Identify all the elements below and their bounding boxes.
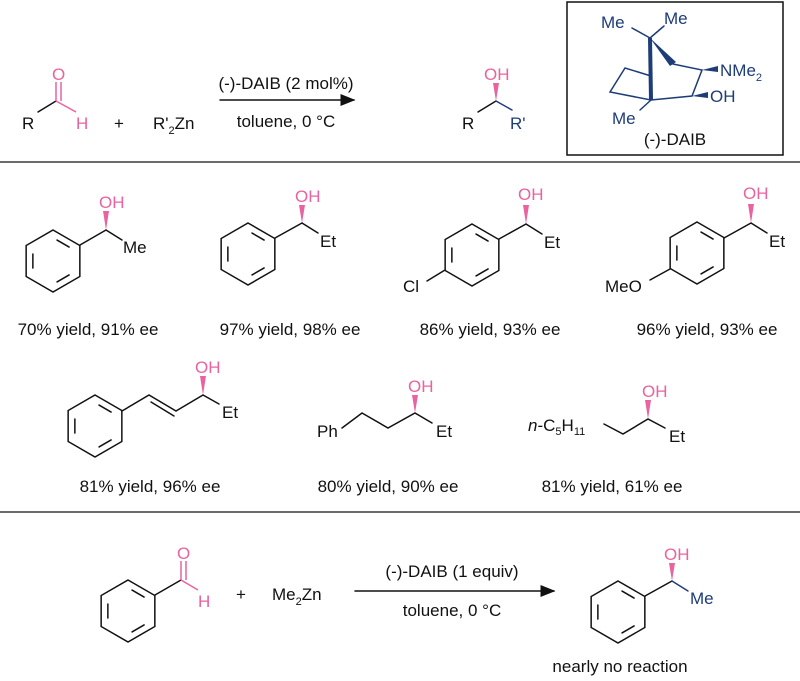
dimethylzinc-reagent: Me2Zn	[272, 585, 322, 608]
benzene-ring	[25, 229, 81, 293]
hydroxyl-label: OH	[295, 187, 321, 206]
aromatic-double-bond	[56, 239, 70, 248]
solvent-temperature-condition: toluene, 0 °C	[403, 601, 501, 620]
chloro-label: Cl	[403, 277, 419, 296]
aromatic-double-bond	[700, 231, 714, 240]
yield-ee-result: 80% yield, 90% ee	[318, 477, 459, 496]
r-group-label: R	[462, 114, 474, 133]
aromatic-double-bond	[98, 404, 112, 413]
yield-ee-result: 70% yield, 91% ee	[18, 320, 159, 339]
hydroxyl-label: OH	[518, 185, 544, 204]
carbonyl-oxygen-label: O	[177, 544, 190, 563]
hydroxyl-label: OH	[743, 184, 769, 203]
benzene-ring	[590, 580, 646, 644]
alcohol-product: OH Me	[644, 545, 714, 608]
benzaldehyde-reactant: O H	[154, 544, 210, 611]
methyl-label: Me	[612, 109, 636, 128]
methoxy-label: MeO	[605, 277, 642, 296]
yield-ee-result: 81% yield, 96% ee	[80, 477, 221, 496]
aldehyde-h-label: H	[76, 114, 88, 133]
alkyl-label: Me	[123, 238, 147, 257]
hydroxyl-label: OH	[99, 193, 125, 212]
aromatic-double-bond	[251, 232, 265, 241]
yield-ee-result: 86% yield, 93% ee	[420, 320, 561, 339]
dimethylamino-label: NMe2	[720, 61, 762, 84]
aromatic-double-bond	[475, 268, 489, 277]
aldehyde-reactant: R O H	[22, 65, 88, 133]
n-pentyl-label: n-C5H11	[528, 416, 585, 438]
daib-structure-box: Me Me Me NMe2 OH (-)-DAIB	[566, 1, 784, 156]
ligand-condition: (-)-DAIB (1 equiv)	[385, 562, 518, 581]
phenyl-label: Ph	[317, 422, 338, 441]
alkyl-label: Et	[436, 422, 452, 441]
benzene-ring	[444, 223, 500, 287]
substrate-5: OH Et 81% yield, 96% ee	[80, 358, 239, 496]
hydroxyl-label: OH	[710, 87, 736, 106]
bottom-reaction: O H + Me2Zn (-)-DAIB (1 equiv) toluene, …	[154, 544, 714, 676]
substrate-4: OH Et MeO 96% yield, 93% ee	[605, 184, 785, 339]
benzene-ring	[67, 394, 123, 458]
aromatic-double-bond	[475, 233, 489, 242]
plus-sign: +	[114, 114, 124, 133]
substrate-1: OH Me 70% yield, 91% ee	[18, 193, 159, 339]
methyl-label: Me	[664, 9, 688, 28]
aromatic-double-bond	[621, 590, 635, 599]
catalyst-condition: (-)-DAIB (2 mol%)	[218, 74, 353, 93]
aromatic-double-bond	[621, 625, 635, 634]
hydroxyl-label: OH	[195, 358, 221, 377]
hydroxyl-label: OH	[642, 382, 668, 401]
plus-sign: +	[236, 585, 246, 604]
yield-ee-result: 97% yield, 98% ee	[220, 320, 361, 339]
substrate-6: OH Et Ph 80% yield, 90% ee	[317, 377, 458, 496]
r-prime-group-label: R'	[510, 114, 526, 133]
aromatic-double-bond	[98, 439, 112, 448]
hydroxyl-label: OH	[408, 377, 434, 396]
yield-ee-result: 81% yield, 61% ee	[542, 477, 683, 496]
alkyl-label: Et	[222, 403, 238, 422]
substrate-3: OH Et Cl 86% yield, 93% ee	[403, 185, 560, 339]
carbonyl-oxygen-label: O	[52, 65, 65, 84]
outcome-note: nearly no reaction	[552, 657, 687, 676]
aromatic-double-bond	[131, 589, 145, 598]
stereo-wedge	[493, 83, 499, 101]
aromatic-double-bond	[131, 624, 145, 633]
hydroxyl-label: OH	[484, 65, 510, 84]
alkyl-label: Et	[669, 427, 685, 446]
benzene-ring	[220, 222, 276, 286]
alkyl-label: Et	[320, 232, 336, 251]
methyl-label: Me	[690, 589, 714, 608]
aldehyde-h-label: H	[198, 592, 210, 611]
aromatic-double-bond	[700, 266, 714, 275]
benzene-ring	[669, 221, 725, 285]
alcohol-product: OH R R'	[462, 65, 526, 133]
yield-ee-result: 96% yield, 93% ee	[637, 320, 778, 339]
aromatic-double-bond	[251, 267, 265, 276]
aromatic-double-bond	[56, 274, 70, 283]
alkyl-label: Et	[544, 233, 560, 252]
hydroxyl-label: OH	[664, 545, 690, 564]
methyl-label: Me	[601, 13, 625, 32]
benzene-ring	[100, 579, 156, 643]
solvent-temperature-condition: toluene, 0 °C	[237, 112, 335, 131]
r-group-label: R	[22, 114, 34, 133]
substrate-7: OH Et n-C5H11 81% yield, 61% ee	[528, 382, 685, 496]
substrate-2: OH Et 97% yield, 98% ee	[220, 187, 361, 339]
top-reaction: R O H + R'2Zn (-)-DAIB (2 mol%) toluene,…	[22, 65, 526, 137]
daib-label: (-)-DAIB	[644, 130, 706, 149]
alkyl-label: Et	[769, 232, 785, 251]
dialkylzinc-reagent: R'2Zn	[153, 114, 195, 137]
